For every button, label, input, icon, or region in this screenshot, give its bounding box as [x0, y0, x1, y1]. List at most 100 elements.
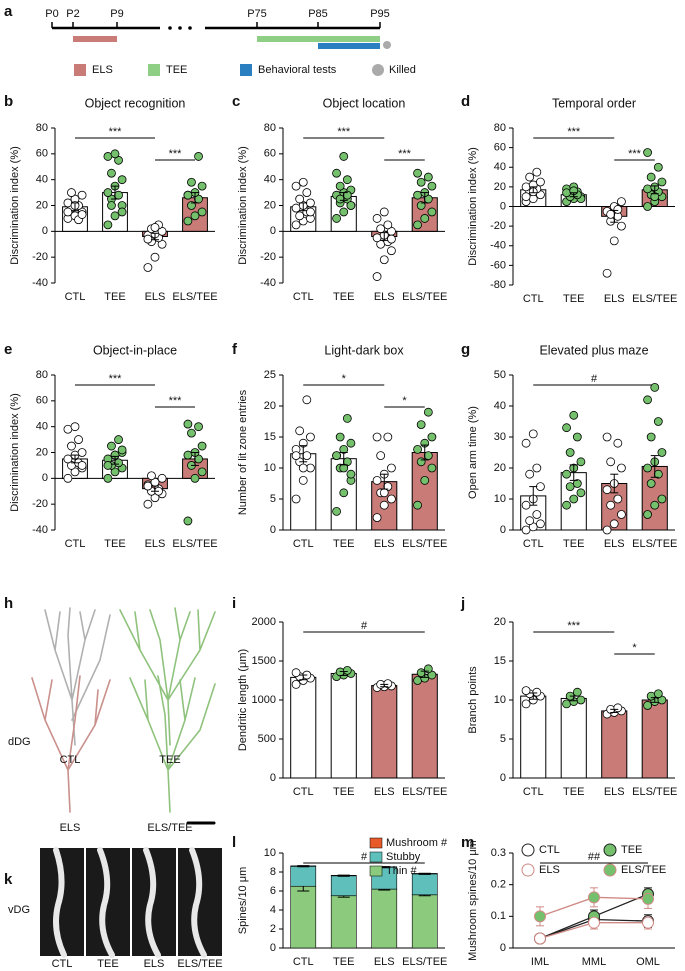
data-point — [183, 190, 193, 200]
data-point — [77, 461, 87, 470]
legend-marker — [521, 863, 535, 877]
data-point — [646, 479, 656, 488]
data-point — [143, 499, 153, 509]
data-point — [420, 475, 430, 485]
x-tick-label: ELS — [374, 291, 395, 303]
data-point — [150, 223, 160, 232]
data-point — [521, 438, 531, 448]
significance-label: *** — [628, 148, 642, 160]
data-point — [650, 382, 660, 392]
legend-label: CTL — [539, 844, 560, 856]
x-tick-label: CTL — [523, 786, 544, 798]
data-point — [653, 417, 663, 426]
y-tick-label: 20 — [264, 400, 276, 412]
data-point — [117, 445, 127, 455]
data-point — [643, 701, 652, 710]
data-point — [613, 205, 623, 214]
data-point — [562, 469, 571, 479]
data-point — [413, 168, 422, 178]
data-point — [335, 181, 345, 191]
x-tick-label: ELS — [145, 291, 166, 303]
data-point — [643, 184, 652, 194]
data-point — [339, 488, 349, 498]
x-tick-label: CTL — [523, 538, 544, 550]
data-point — [576, 488, 586, 498]
period-bar — [318, 43, 380, 49]
y-tick-label: 0 — [500, 772, 506, 784]
significance-label: *** — [567, 126, 581, 138]
y-tick-label: 40 — [494, 161, 506, 173]
x-tick-label: TEE — [563, 786, 584, 798]
y-tick-label: 0.3 — [491, 847, 506, 859]
x-tick-label: TEE — [104, 291, 125, 303]
y-tick-label: 10 — [264, 462, 276, 474]
data-point — [143, 263, 153, 272]
data-point — [525, 469, 535, 479]
data-point — [194, 152, 203, 161]
data-point — [532, 687, 542, 697]
data-point — [372, 214, 382, 223]
data-point — [646, 432, 656, 442]
y-tick-label: 1000 — [252, 694, 276, 706]
significance-label: *** — [398, 148, 412, 160]
significance-label: * — [402, 395, 407, 407]
panel-label: j — [460, 595, 465, 612]
y-tick-label: -40 — [32, 524, 48, 536]
y-tick-label: -40 — [260, 277, 276, 289]
data-point — [372, 475, 382, 485]
y-axis-label: Discrimination index (%) — [9, 146, 21, 265]
data-point — [306, 432, 315, 442]
x-tick-label: CTL — [293, 786, 314, 798]
data-point — [416, 457, 426, 467]
y-tick-label: 25 — [264, 369, 276, 381]
x-tick-label: ELS/TEE — [632, 293, 677, 305]
data-point — [536, 519, 545, 529]
x-tick-label: CTL — [293, 291, 314, 303]
data-point — [427, 207, 437, 217]
data-point — [77, 190, 87, 200]
x-tick-label: ELS — [374, 538, 395, 550]
x-tick-label: TEE — [333, 291, 354, 303]
data-point — [657, 177, 667, 187]
y-tick-label: 80 — [36, 122, 48, 134]
data-point — [521, 192, 531, 202]
timeline-label: P9 — [110, 8, 123, 20]
data-point — [342, 665, 352, 675]
data-point — [387, 494, 396, 504]
data-point — [609, 236, 619, 246]
data-point — [413, 220, 422, 230]
image-label: TEE — [159, 754, 180, 766]
data-point — [187, 201, 196, 210]
image-label: ELS/TEE — [147, 822, 192, 834]
data-point — [187, 177, 196, 187]
y-tick-label: 40 — [36, 174, 48, 186]
data-point — [427, 463, 437, 473]
significance-label: *** — [337, 126, 351, 138]
y-axis-label: Branch points — [467, 666, 479, 734]
data-point — [190, 211, 200, 221]
data-point — [387, 234, 396, 244]
data-point — [576, 695, 586, 705]
data-point — [291, 220, 301, 230]
bar — [520, 695, 547, 779]
data-point — [335, 194, 345, 204]
x-tick-label: TEE — [333, 956, 354, 968]
data-point — [63, 454, 73, 464]
data-point — [67, 441, 76, 451]
data-point — [298, 177, 308, 187]
data-point — [653, 162, 663, 172]
y-tick-label: -20 — [32, 498, 48, 510]
data-point — [528, 429, 538, 439]
data-point — [77, 210, 87, 219]
y-tick-label: 80 — [36, 369, 48, 381]
y-tick-label: 15 — [264, 431, 276, 443]
data-point — [416, 177, 426, 187]
data-point — [383, 432, 393, 442]
legend-swatch — [369, 837, 383, 849]
y-tick-label: -20 — [490, 220, 506, 232]
y-tick-label: 60 — [264, 148, 276, 160]
legend-marker — [603, 843, 617, 857]
data-point — [197, 441, 207, 451]
data-point — [183, 419, 193, 429]
bar-segment — [290, 865, 317, 887]
